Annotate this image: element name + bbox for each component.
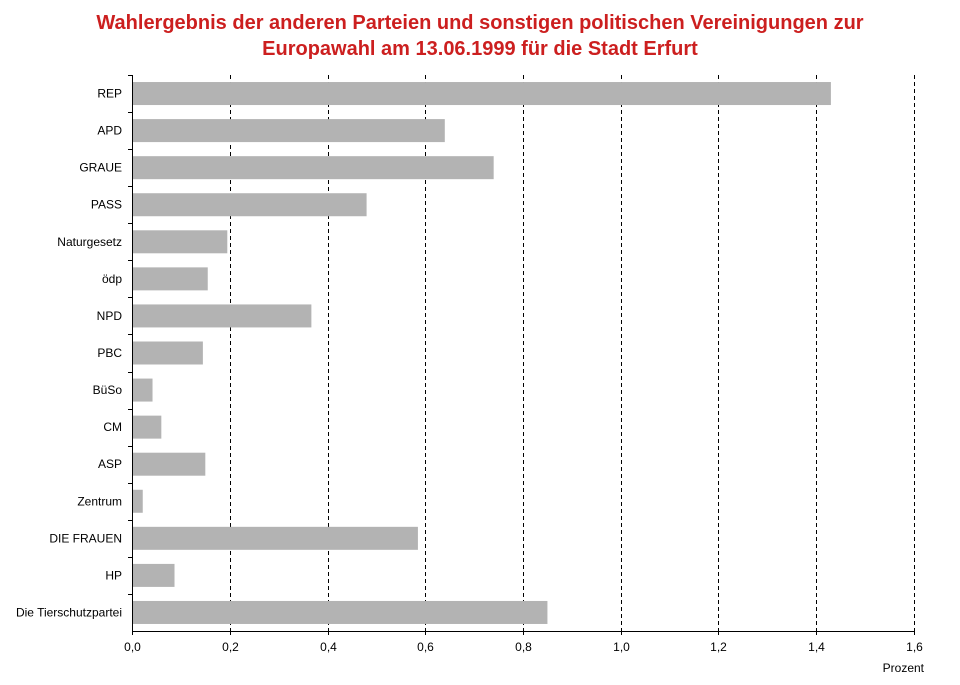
x-tick-label: 0,8 [515, 640, 532, 654]
category-label: NPD [97, 309, 123, 323]
category-label: Zentrum [77, 494, 122, 508]
x-tick-label: 0,4 [320, 640, 337, 654]
x-tick-label: 0,6 [417, 640, 434, 654]
chart-title-line-2: Europawahl am 13.06.1999 für die Stadt E… [262, 38, 698, 60]
bar [132, 82, 831, 106]
bar [132, 193, 367, 217]
x-tick-label: 1,2 [710, 640, 727, 654]
category-label: GRAUE [79, 161, 122, 175]
category-label: CM [103, 420, 122, 434]
bar [132, 526, 418, 550]
category-label: Die Tierschutzpartei [16, 605, 122, 619]
chart-title-line-1: Wahlergebnis der anderen Parteien und so… [96, 12, 864, 34]
bar [132, 230, 228, 254]
x-tick-label: 1,6 [906, 640, 923, 654]
category-label: Naturgesetz [57, 235, 122, 249]
chart-title: Wahlergebnis der anderen Parteien und so… [0, 10, 960, 62]
category-label: ödp [102, 272, 122, 286]
category-label: PBC [97, 346, 122, 360]
bar [132, 341, 203, 365]
bar [132, 304, 312, 328]
bar [132, 452, 206, 476]
bar [132, 156, 494, 180]
bar [132, 489, 143, 513]
x-tick-label: 1,0 [613, 640, 630, 654]
category-label: HP [105, 568, 122, 582]
bar [132, 563, 175, 587]
category-label: PASS [91, 198, 122, 212]
category-label: BüSo [93, 383, 123, 397]
bar [132, 267, 208, 291]
category-label: DIE FRAUEN [49, 531, 122, 545]
bars [132, 82, 831, 624]
category-labels: REP APD GRAUE PASS Naturgesetz ödp NPD PBC BüSo C… [16, 75, 132, 619]
x-tick-label: 0,0 [124, 640, 141, 654]
bar [132, 600, 548, 624]
bar [132, 378, 153, 402]
category-label: ASP [98, 457, 122, 471]
bar [132, 119, 445, 143]
x-tick-labels: 0,0 0,2 0,4 0,6 0,8 1,0 1,2 1,4 1,6 [124, 631, 923, 654]
x-tick-label: 1,4 [808, 640, 825, 654]
category-label: REP [97, 87, 122, 101]
x-axis-unit-label: Prozent [883, 661, 925, 675]
x-tick-label: 0,2 [222, 640, 239, 654]
category-label: APD [97, 124, 122, 138]
bar [132, 415, 162, 439]
